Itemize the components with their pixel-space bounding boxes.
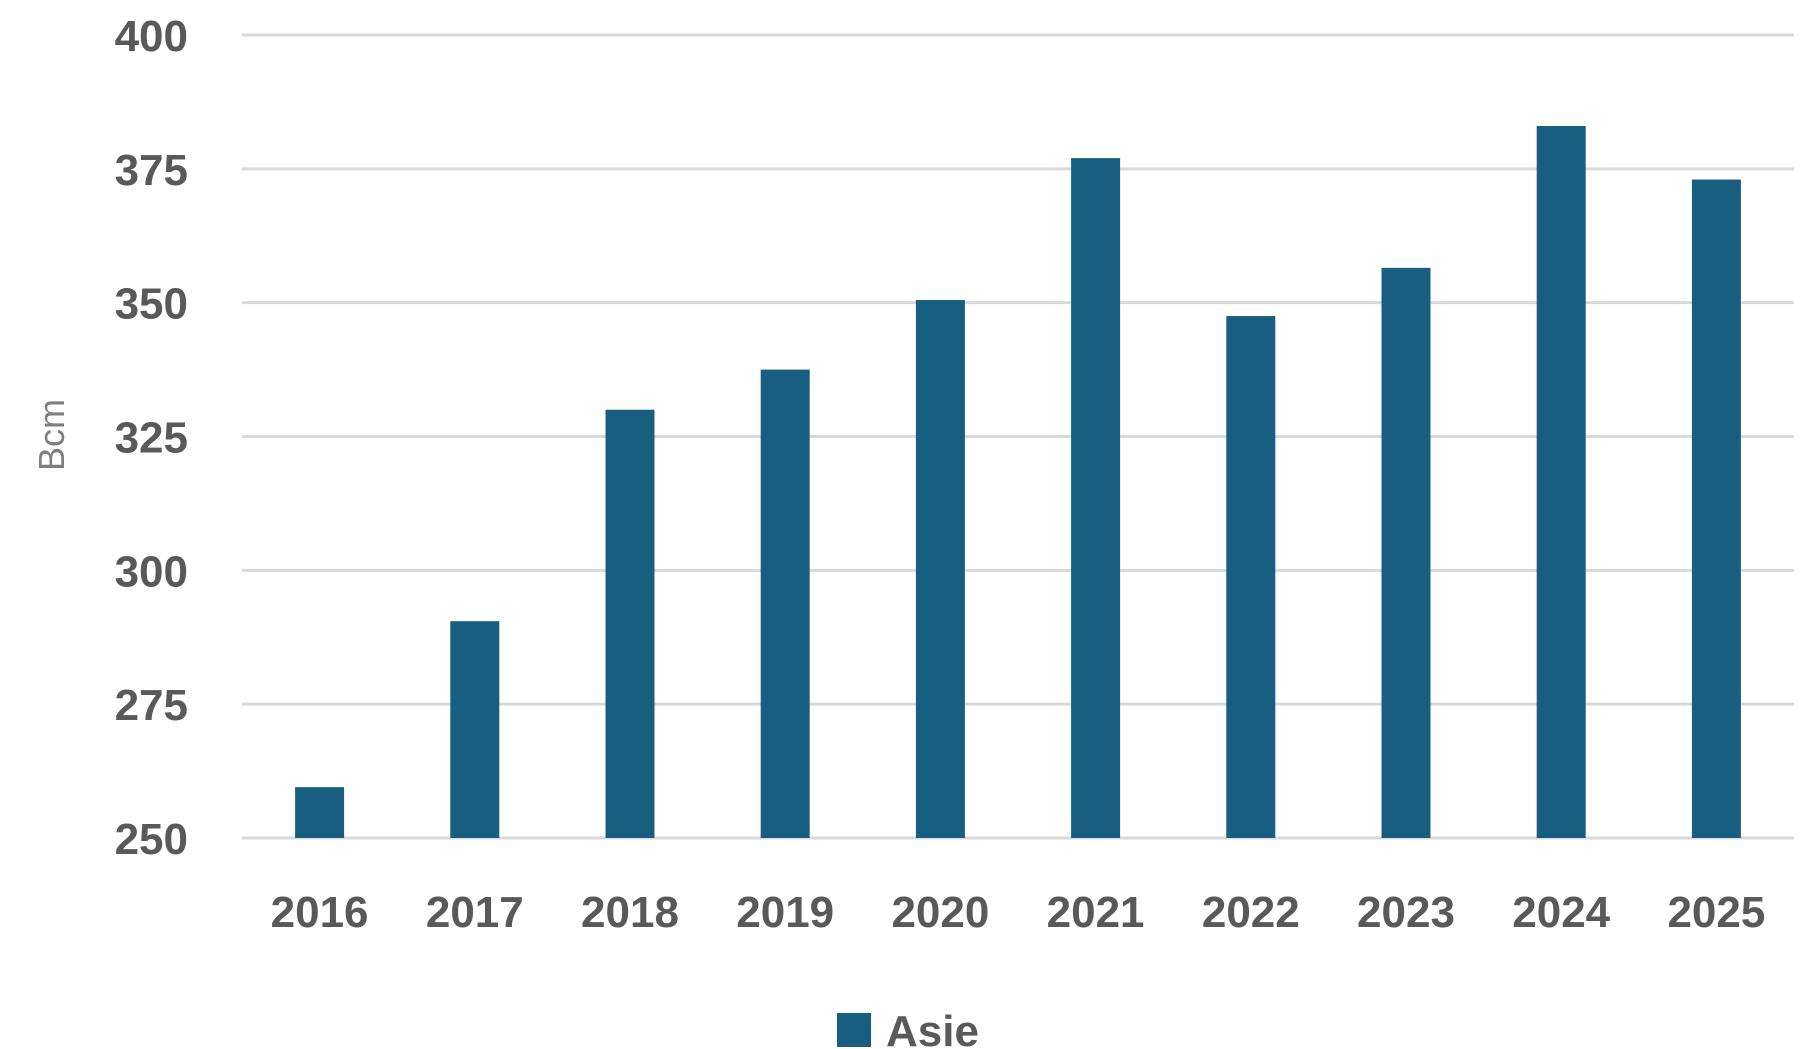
y-tick-label: 400 (115, 12, 188, 61)
y-axis-ticks: 250 275 300 325 350 375 400 (115, 12, 188, 864)
bars (295, 126, 1741, 839)
gridlines (242, 33, 1794, 840)
bar-2017 (450, 621, 500, 838)
x-tick-label: 2021 (1047, 888, 1145, 937)
y-axis-title: Bcm (31, 399, 72, 471)
y-tick-label: 350 (115, 280, 188, 329)
legend-label: Asie (886, 1007, 979, 1049)
bar-2022 (1226, 316, 1276, 838)
bar-2020 (915, 299, 965, 838)
x-tick-label: 2020 (891, 888, 989, 937)
x-tick-label: 2024 (1512, 888, 1610, 937)
x-tick-label: 2022 (1202, 888, 1300, 937)
legend-swatch (837, 1013, 871, 1047)
bar-2016 (295, 787, 345, 838)
y-tick-label: 275 (115, 681, 188, 730)
x-tick-label: 2019 (736, 888, 834, 937)
x-tick-label: 2018 (581, 888, 679, 937)
y-tick-label: 300 (115, 547, 188, 596)
y-tick-label: 325 (115, 414, 188, 463)
bar-2018 (605, 409, 655, 838)
x-tick-label: 2016 (271, 888, 369, 937)
y-tick-label: 250 (115, 815, 188, 864)
bar-2021 (1071, 158, 1121, 839)
bar-2023 (1381, 267, 1431, 838)
bar-2024 (1536, 126, 1586, 839)
bar-2019 (760, 369, 810, 838)
x-tick-label: 2025 (1667, 888, 1765, 937)
x-tick-label: 2017 (426, 888, 524, 937)
legend: Asie (837, 1007, 979, 1049)
bar-2025 (1691, 179, 1741, 839)
y-tick-label: 375 (115, 146, 188, 195)
x-axis-ticks: 2016 2017 2018 2019 2020 2021 2022 2023 2024 2025 (271, 888, 1766, 937)
x-tick-label: 2023 (1357, 888, 1455, 937)
